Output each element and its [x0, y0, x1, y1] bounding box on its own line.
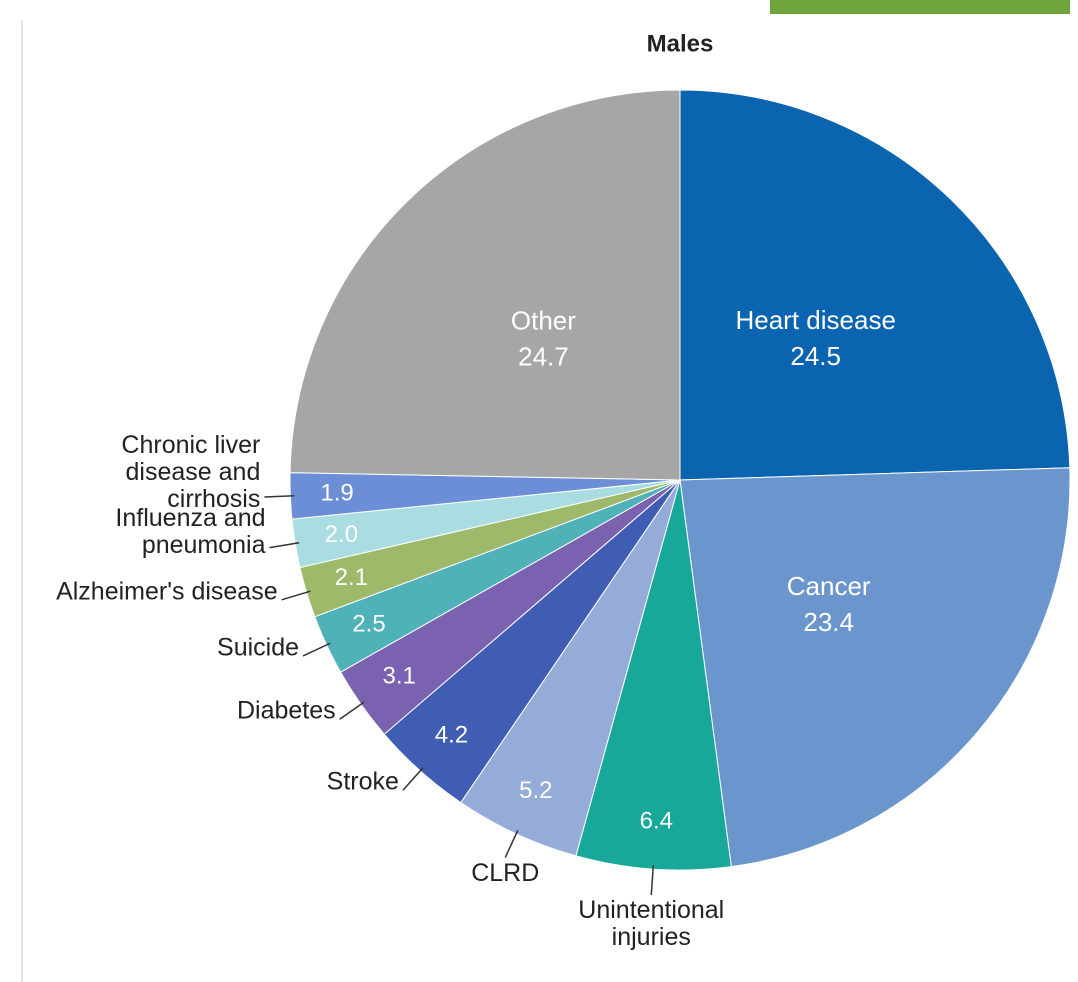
pie-slice [679, 467, 1071, 868]
slice-name: Other [511, 306, 576, 336]
slice-value: 6.4 [640, 808, 673, 835]
slice-label: Influenza and pneumonia [115, 503, 266, 559]
leader-line [402, 767, 424, 791]
slice-name: Cancer [787, 571, 871, 601]
slice-value: 5.2 [519, 777, 552, 804]
pie-slice [679, 89, 1071, 481]
slice-value: 4.2 [435, 721, 468, 748]
pie-slice [289, 89, 681, 481]
slice-value: 24.5 [790, 341, 841, 371]
slice-value: 2.5 [352, 610, 385, 637]
leader-line [650, 865, 655, 896]
slice-label: Unintentional injuries [578, 896, 725, 951]
slice-value: 1.9 [320, 479, 353, 506]
leader-line [264, 495, 295, 498]
leader-line [302, 642, 331, 657]
slice-value: 2.0 [325, 521, 358, 548]
slice-value: 24.7 [518, 342, 569, 372]
slice-value: 23.4 [803, 607, 854, 637]
slice-label: Stroke [326, 767, 399, 796]
slice-name: Heart disease [735, 305, 895, 335]
leader-line [269, 542, 300, 549]
slice-value: 3.1 [383, 663, 416, 690]
slice-label: Diabetes [236, 696, 336, 725]
chart-title: Males [647, 30, 714, 57]
slice-value: 2.1 [335, 564, 368, 591]
slice-label: Suicide [217, 633, 300, 662]
leader-line [339, 701, 365, 720]
decor-bar [770, 0, 1070, 14]
slice-label: CLRD [471, 858, 540, 887]
slice-label: Chronic liver disease and cirrhosis [121, 431, 261, 514]
leader-line [504, 829, 519, 858]
leader-line [281, 590, 311, 601]
slice-label: Alzheimer's disease [56, 577, 278, 606]
